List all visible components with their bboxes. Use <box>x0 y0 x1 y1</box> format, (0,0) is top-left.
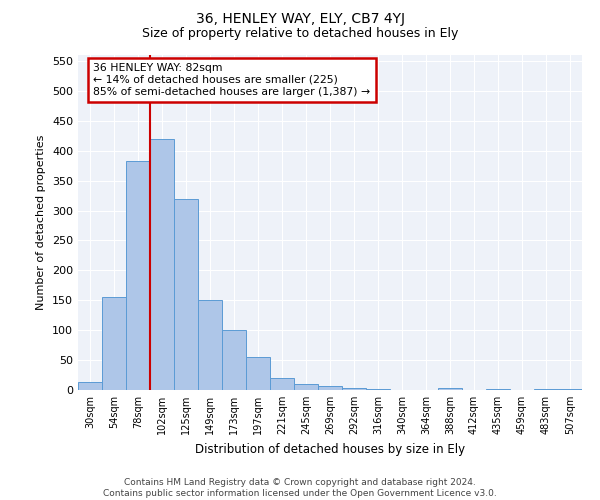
Bar <box>78 382 102 390</box>
Bar <box>294 384 318 390</box>
Text: Size of property relative to detached houses in Ely: Size of property relative to detached ho… <box>142 28 458 40</box>
Bar <box>366 389 390 390</box>
Bar <box>174 198 198 390</box>
Text: Contains HM Land Registry data © Crown copyright and database right 2024.
Contai: Contains HM Land Registry data © Crown c… <box>103 478 497 498</box>
Text: 36 HENLEY WAY: 82sqm
← 14% of detached houses are smaller (225)
85% of semi-deta: 36 HENLEY WAY: 82sqm ← 14% of detached h… <box>93 64 370 96</box>
Bar <box>126 162 150 390</box>
Bar <box>438 388 462 390</box>
Bar <box>150 138 174 390</box>
Bar <box>198 300 222 390</box>
Bar <box>102 298 126 390</box>
Bar <box>486 389 510 390</box>
Text: 36, HENLEY WAY, ELY, CB7 4YJ: 36, HENLEY WAY, ELY, CB7 4YJ <box>196 12 404 26</box>
Bar <box>222 330 246 390</box>
Bar <box>558 389 582 390</box>
Bar <box>342 388 366 390</box>
X-axis label: Distribution of detached houses by size in Ely: Distribution of detached houses by size … <box>195 442 465 456</box>
Bar <box>246 357 270 390</box>
Bar <box>318 386 342 390</box>
Y-axis label: Number of detached properties: Number of detached properties <box>37 135 46 310</box>
Bar <box>270 378 294 390</box>
